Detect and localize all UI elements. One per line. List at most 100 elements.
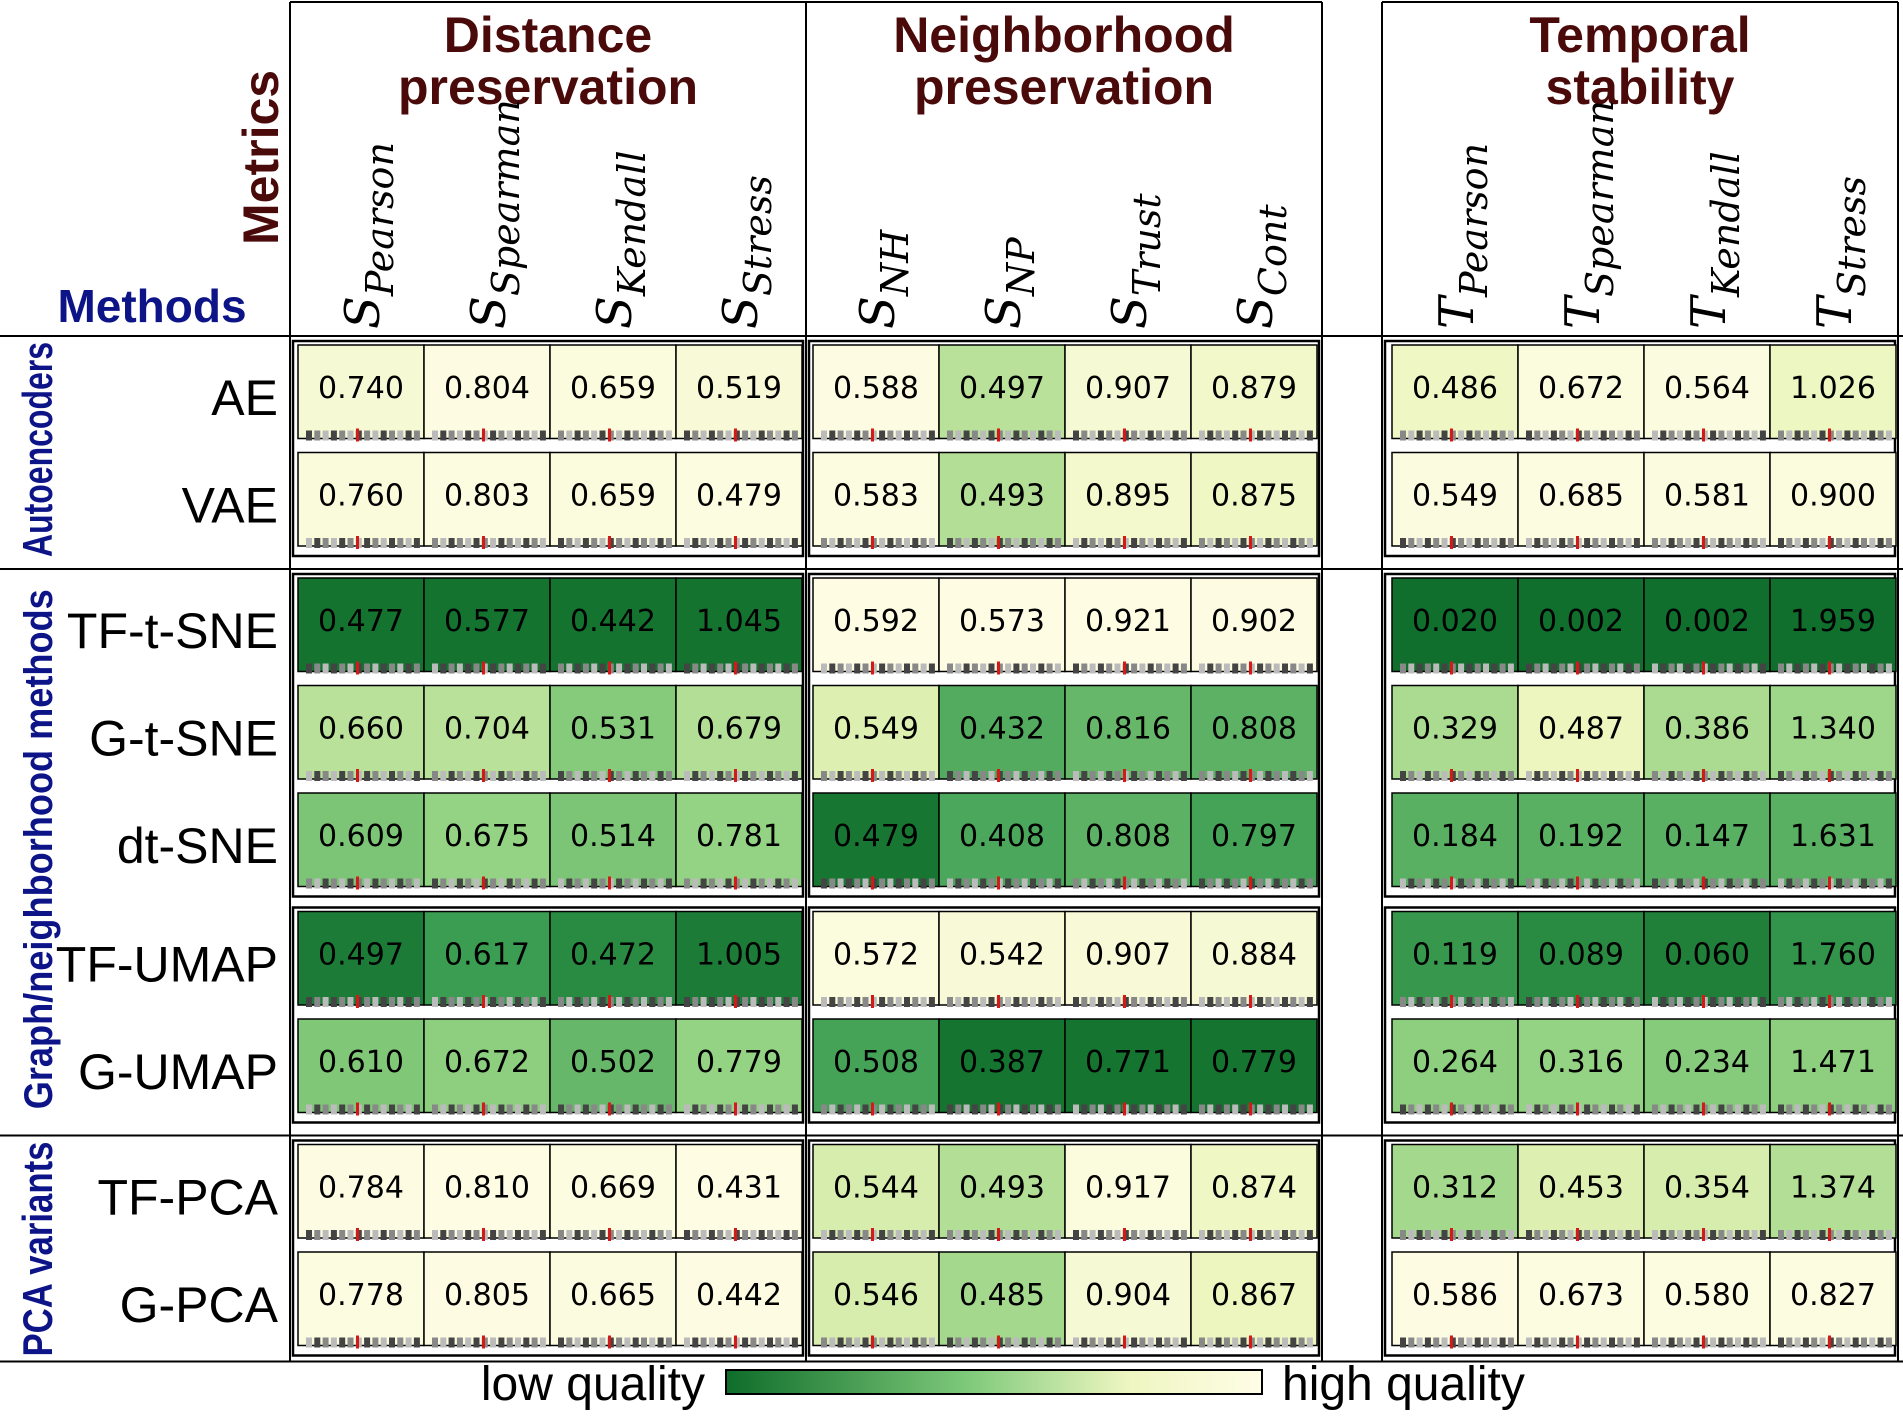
strip-marker — [1576, 1335, 1579, 1349]
strip-tick — [649, 663, 656, 674]
strip-tick — [1097, 771, 1104, 781]
strip-tick — [380, 997, 387, 1007]
strip-tick — [912, 538, 919, 548]
strip-tick — [725, 878, 732, 889]
strip-tick — [1013, 997, 1020, 1007]
strip-tick — [791, 538, 798, 548]
strip-tick — [330, 878, 337, 889]
cell-value-G-UMAP-3: 0.779 — [696, 1045, 782, 1080]
cell-value-TF-UMAP-0: 0.497 — [318, 938, 404, 973]
cell-value-TF-UMAP-1: 0.617 — [444, 938, 530, 973]
strip-tick — [1751, 878, 1758, 889]
strip-tick — [448, 878, 455, 889]
strip-tick — [1743, 1230, 1750, 1240]
metric-label-S-NH: SNH — [850, 229, 917, 329]
cell-strip-VAE-1 — [432, 536, 546, 549]
strip-tick — [1114, 663, 1121, 674]
strip-tick — [791, 663, 798, 674]
strip-marker — [734, 661, 737, 675]
strip-tick — [389, 538, 395, 548]
strip-tick — [322, 430, 329, 441]
strip-tick — [920, 663, 927, 674]
strip-tick — [641, 663, 647, 674]
strip-tick — [574, 878, 581, 889]
heatmap-cell-AE-2 — [549, 344, 677, 440]
strip-tick — [624, 1337, 631, 1348]
heatmap-cell-TF-PCA-7 — [1190, 1143, 1318, 1239]
strip-tick — [465, 663, 472, 674]
heatmap-cell-VAE-0 — [297, 451, 425, 547]
strip-tick — [1600, 1337, 1607, 1348]
strip-tick — [1199, 1230, 1205, 1240]
metric-base: S — [461, 296, 517, 329]
heatmap-cell-VAE-10 — [1643, 451, 1771, 547]
strip-tick — [1786, 430, 1793, 441]
strip-tick — [1507, 771, 1514, 781]
cell-strip-dt-SNE-9 — [1526, 876, 1640, 890]
strip-tick — [1759, 663, 1766, 674]
strip-tick — [582, 538, 589, 548]
strip-tick — [1466, 997, 1473, 1007]
strip-tick — [1458, 997, 1465, 1007]
strip-tick — [845, 663, 852, 674]
heatmap-cell-TF-PCA-3 — [675, 1143, 803, 1239]
heatmap-cell-dt-SNE-4 — [812, 792, 940, 888]
cell-value-G-PCA-0: 0.778 — [318, 1278, 404, 1313]
strip-tick — [649, 997, 656, 1007]
group-title-1-line-1: preservation — [914, 59, 1214, 115]
strip-tick — [1693, 663, 1700, 674]
strip-tick — [1054, 771, 1061, 781]
strip-tick — [955, 878, 962, 889]
strip-tick — [389, 663, 395, 674]
strip-tick — [854, 1230, 861, 1240]
strip-marker — [1123, 995, 1126, 1008]
strip-tick — [1885, 771, 1892, 781]
strip-tick — [775, 997, 782, 1007]
strip-tick — [1559, 878, 1566, 889]
strip-tick — [665, 663, 672, 674]
strip-tick — [920, 771, 927, 781]
strip-tick — [1836, 663, 1843, 674]
strip-tick — [1282, 1337, 1288, 1348]
strip-tick — [1483, 1104, 1489, 1115]
category-label-2: PCA variants — [14, 1142, 61, 1357]
strip-tick — [339, 1337, 346, 1348]
cell-value-G-t-SNE-3: 0.679 — [696, 712, 782, 747]
strip-tick — [1609, 771, 1615, 781]
strip-tick — [1156, 1230, 1162, 1240]
cell-strip-G-UMAP-11 — [1778, 1102, 1892, 1116]
strip-tick — [821, 878, 827, 889]
strip-tick — [1474, 771, 1481, 781]
strip-tick — [1718, 1337, 1725, 1348]
strip-tick — [1232, 1230, 1239, 1240]
strip-tick — [339, 771, 346, 781]
strip-tick — [1534, 878, 1541, 889]
heatmap-cell-TF-UMAP-0 — [297, 910, 425, 1006]
strip-tick — [717, 878, 724, 889]
strip-tick — [1617, 997, 1624, 1007]
strip-tick — [413, 771, 420, 781]
strip-tick — [531, 1104, 538, 1115]
strip-tick — [845, 1230, 852, 1240]
strip-tick — [758, 1337, 765, 1348]
strip-tick — [372, 1104, 379, 1115]
strip-marker — [1123, 1228, 1126, 1241]
strip-tick — [1223, 771, 1230, 781]
strip-tick — [692, 1337, 699, 1348]
strip-tick — [465, 538, 472, 548]
strip-tick — [963, 771, 970, 781]
strip-tick — [1021, 430, 1028, 441]
strip-tick — [347, 538, 354, 548]
strip-tick — [1232, 771, 1239, 781]
strip-tick — [1199, 430, 1205, 441]
strip-tick — [1021, 1104, 1028, 1115]
strip-tick — [490, 430, 497, 441]
heatmap-cell-AE-1 — [423, 344, 551, 440]
strip-tick — [1668, 538, 1675, 548]
heatmap-cell-TF-t-SNE-3 — [675, 577, 803, 673]
strip-tick — [887, 663, 894, 674]
cell-strip-TF-PCA-0 — [306, 1228, 420, 1241]
heatmap-cell-TF-PCA-6 — [1064, 1143, 1192, 1239]
strip-tick — [1550, 1230, 1557, 1240]
